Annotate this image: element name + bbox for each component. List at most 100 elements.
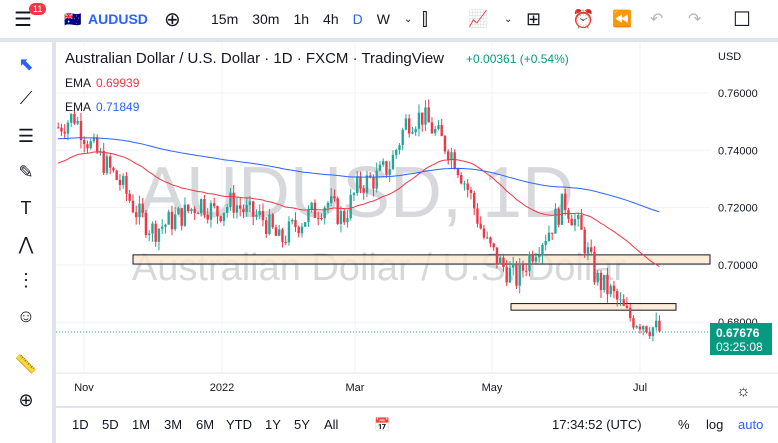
indicators-icon[interactable]: 📈 [468,11,488,28]
candle-body [229,192,232,208]
candle-body [599,272,603,291]
percent-toggle[interactable]: % [678,417,690,432]
candle-body [596,272,599,283]
interval-15m[interactable]: 15m [211,11,239,27]
candle-body [144,212,148,235]
trendline-icon[interactable]: ⟋ [19,88,33,108]
prediction-icon[interactable]: ⋮ [17,270,35,290]
menu-icon[interactable]: ☰ [14,8,32,31]
chart-settings-icon[interactable]: ☼ [736,383,751,400]
candle-body [278,229,281,236]
text-icon[interactable]: T [20,198,32,218]
candle-body [258,211,261,215]
candle-body [343,211,346,223]
range-5d[interactable]: 5D [102,417,119,432]
range-3m[interactable]: 3M [164,417,183,432]
zoom-in-icon[interactable]: ⊕ [18,390,34,410]
candle-body [66,122,70,134]
candle-body [580,215,583,230]
candle-body [525,270,528,272]
auto-toggle[interactable]: auto [738,417,764,432]
interval-d[interactable]: D [352,11,363,27]
emoji-icon[interactable]: ☺ [16,306,36,326]
fullscreen-icon[interactable]: ☐ [733,8,751,31]
candle-body [96,137,99,153]
candle-body [109,156,112,168]
candle-body [551,232,554,234]
ruler-icon[interactable]: 📏 [14,354,38,374]
candle-body [655,320,658,328]
candle-body [612,285,616,292]
candle-body [398,145,401,151]
currency-selector[interactable]: USD [718,51,741,63]
candles-icon[interactable]: ⫿ [422,8,428,29]
chevron-down-icon[interactable]: ⌄ [504,13,513,25]
candle-body [378,164,382,171]
candle-body [131,200,135,213]
candle-body [320,217,323,219]
candle-body [430,122,434,134]
candle-body [112,167,115,171]
candle-body [547,232,551,242]
candle-body [216,206,219,217]
ema-fast-label[interactable]: EMA [65,76,91,90]
candle-body [304,222,307,227]
candle-body [297,227,300,234]
candle-body [300,226,304,234]
candle-body [586,247,590,254]
range-1d[interactable]: 1D [72,417,89,432]
candle-body [518,263,521,286]
candle-body [528,254,531,272]
candle-body [183,204,187,226]
support-resistance-zone [132,254,711,265]
candle-body [385,161,388,175]
x-tick-label: Nov [74,382,94,394]
alarm-icon[interactable]: ⏰ [572,8,595,29]
candle-body [141,203,144,213]
flag-icon: 🇦🇺 [64,10,82,27]
candle-body [391,154,395,170]
candle-body [404,118,408,130]
interval-4h[interactable]: 4h [323,11,339,27]
chevron-down-icon[interactable]: ⌄ [403,13,413,25]
candle-body [196,213,200,215]
undo-icon[interactable]: ↶ [650,11,664,28]
candle-body [479,223,482,229]
redo-icon[interactable]: ↷ [688,11,702,28]
replay-icon[interactable]: ⏪ [612,11,632,28]
cursor-icon[interactable]: ⬉ [18,54,34,74]
legend-title: Australian Dollar / U.S. Dollar · 1D · F… [65,50,444,67]
range-1m[interactable]: 1M [132,417,151,432]
candle-body [83,140,86,145]
range-all[interactable]: All [324,417,339,432]
candle-body [554,208,557,234]
support-resistance-zone [510,303,677,311]
chart-area[interactable]: AUDUSD, 1D Australian Dollar / U.S. Doll… [56,42,778,406]
candle-body [57,127,60,129]
interval-30m[interactable]: 30m [252,11,280,27]
compare-add-icon[interactable]: ⊕ [164,8,181,31]
legend-change: +0.00361 (+0.54%) [466,52,569,66]
symbol-button[interactable]: AUDUSD [88,11,148,27]
brush-icon[interactable]: ✎ [18,162,34,182]
range-6m[interactable]: 6M [196,417,215,432]
range-1y[interactable]: 1Y [265,417,281,432]
candle-body [60,127,63,132]
range-ytd[interactable]: YTD [226,417,252,432]
candle-body [590,247,593,252]
chart-svg[interactable]: AUDUSD, 1D Australian Dollar / U.S. Doll… [56,42,778,406]
interval-w[interactable]: W [376,11,390,27]
goto-date-icon[interactable]: 📅 [374,417,391,432]
pattern-icon[interactable]: ⋀ [18,234,34,254]
range-5y[interactable]: 5Y [294,417,310,432]
clock-time[interactable]: 17:34:52 (UTC) [552,417,642,432]
fib-icon[interactable]: ☰ [17,126,35,146]
candle-body [616,291,619,300]
ema-slow-label[interactable]: EMA [65,100,91,114]
log-toggle[interactable]: log [706,417,724,432]
candle-body [460,175,463,184]
candle-body [567,210,570,219]
candle-body [157,228,161,242]
layout-grid-icon[interactable]: ⊞ [526,8,542,29]
interval-1h[interactable]: 1h [293,11,310,27]
